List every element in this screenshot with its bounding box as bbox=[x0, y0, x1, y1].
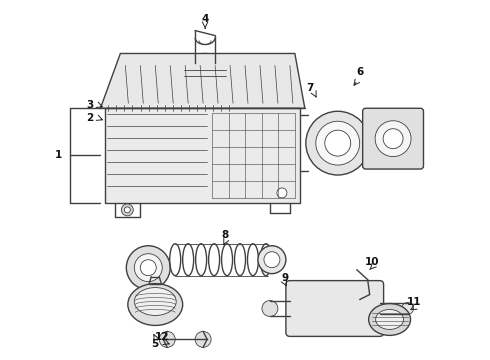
Circle shape bbox=[401, 302, 414, 315]
Text: 10: 10 bbox=[365, 257, 379, 267]
Text: 3: 3 bbox=[86, 100, 93, 110]
FancyBboxPatch shape bbox=[286, 280, 384, 336]
Circle shape bbox=[195, 332, 211, 347]
Circle shape bbox=[192, 60, 218, 86]
Circle shape bbox=[159, 332, 175, 347]
Text: 5: 5 bbox=[151, 339, 159, 349]
Text: 9: 9 bbox=[281, 273, 289, 283]
FancyBboxPatch shape bbox=[105, 108, 300, 203]
Ellipse shape bbox=[128, 284, 183, 325]
Circle shape bbox=[262, 301, 278, 316]
Polygon shape bbox=[100, 54, 305, 108]
Circle shape bbox=[199, 67, 211, 80]
Circle shape bbox=[264, 252, 280, 268]
Circle shape bbox=[325, 130, 351, 156]
Circle shape bbox=[316, 121, 360, 165]
Circle shape bbox=[126, 246, 170, 289]
Text: 11: 11 bbox=[407, 297, 422, 306]
Circle shape bbox=[375, 121, 411, 157]
Circle shape bbox=[185, 54, 225, 93]
Circle shape bbox=[122, 204, 133, 216]
Circle shape bbox=[277, 188, 287, 198]
Circle shape bbox=[140, 260, 156, 276]
Ellipse shape bbox=[376, 310, 404, 329]
Text: 7: 7 bbox=[306, 84, 314, 93]
Text: 4: 4 bbox=[201, 14, 209, 24]
FancyBboxPatch shape bbox=[363, 108, 423, 169]
Ellipse shape bbox=[368, 303, 411, 336]
Circle shape bbox=[383, 129, 403, 149]
Text: 1: 1 bbox=[55, 150, 62, 160]
Circle shape bbox=[306, 111, 369, 175]
Text: 2: 2 bbox=[86, 113, 93, 123]
Text: 6: 6 bbox=[356, 67, 363, 77]
Circle shape bbox=[124, 207, 130, 213]
Circle shape bbox=[258, 246, 286, 274]
Text: 8: 8 bbox=[221, 230, 229, 240]
Circle shape bbox=[134, 254, 162, 282]
Ellipse shape bbox=[134, 288, 176, 315]
Text: 12: 12 bbox=[155, 332, 170, 342]
